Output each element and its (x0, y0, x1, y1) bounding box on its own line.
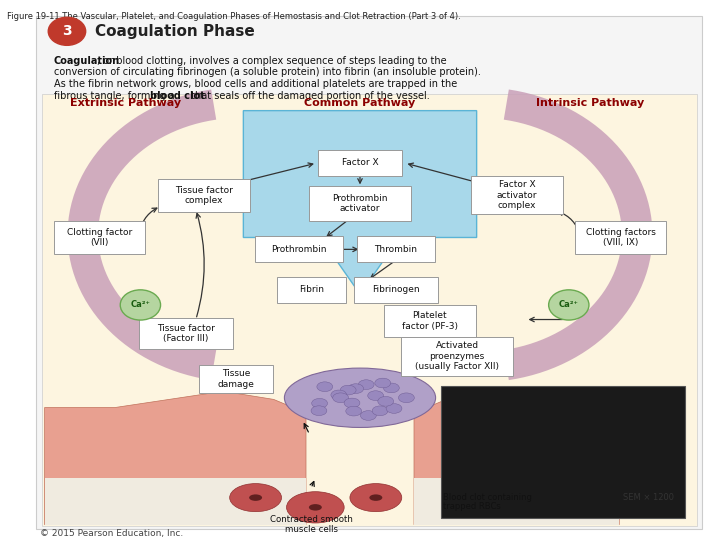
Polygon shape (414, 392, 619, 525)
Ellipse shape (284, 368, 436, 428)
Ellipse shape (287, 492, 344, 523)
Polygon shape (243, 111, 477, 294)
Text: trapped RBCs: trapped RBCs (443, 502, 500, 511)
Ellipse shape (384, 383, 400, 393)
Text: Tissue factor
complex: Tissue factor complex (175, 186, 233, 205)
FancyBboxPatch shape (308, 186, 412, 221)
Ellipse shape (346, 406, 361, 416)
Text: conversion of circulating fibrinogen (a soluble protein) into fibrin (an insolub: conversion of circulating fibrinogen (a … (54, 68, 481, 77)
FancyBboxPatch shape (199, 364, 274, 393)
Text: Contracted smooth
muscle cells: Contracted smooth muscle cells (269, 515, 353, 534)
FancyBboxPatch shape (471, 177, 563, 214)
Text: Common Pathway: Common Pathway (305, 98, 415, 107)
Ellipse shape (350, 484, 402, 512)
FancyBboxPatch shape (401, 336, 513, 376)
Ellipse shape (378, 396, 394, 406)
Ellipse shape (341, 385, 356, 395)
Text: Coagulation Phase: Coagulation Phase (95, 24, 255, 39)
FancyBboxPatch shape (42, 94, 697, 526)
FancyBboxPatch shape (575, 221, 666, 254)
Text: Tissue factor
(Factor III): Tissue factor (Factor III) (157, 324, 215, 343)
Text: fibrous tangle, forming a: fibrous tangle, forming a (54, 91, 178, 101)
FancyBboxPatch shape (158, 179, 250, 212)
Ellipse shape (386, 403, 402, 413)
Text: Factor X
activator
complex: Factor X activator complex (497, 180, 537, 210)
FancyBboxPatch shape (357, 237, 435, 262)
Text: Prothrombin
activator: Prothrombin activator (332, 194, 388, 213)
Polygon shape (45, 478, 306, 525)
Circle shape (120, 290, 161, 320)
Text: Thrombin: Thrombin (374, 245, 418, 254)
Text: As the fibrin network grows, blood cells and additional platelets are trapped in: As the fibrin network grows, blood cells… (54, 79, 457, 89)
Ellipse shape (359, 380, 374, 389)
Text: Activated
proenzymes
(usually Factor XII): Activated proenzymes (usually Factor XII… (415, 341, 499, 371)
Text: SEM × 1200: SEM × 1200 (623, 493, 674, 502)
Ellipse shape (317, 382, 333, 392)
Text: Ca²⁺: Ca²⁺ (130, 300, 150, 309)
Text: Coagulation: Coagulation (54, 56, 120, 65)
FancyBboxPatch shape (441, 386, 685, 518)
Text: Fibrinogen: Fibrinogen (372, 285, 420, 294)
Ellipse shape (309, 504, 322, 511)
Text: Figure 19-11 The Vascular, Platelet, and Coagulation Phases of Hemostasis and Cl: Figure 19-11 The Vascular, Platelet, and… (7, 12, 461, 21)
Ellipse shape (375, 378, 391, 388)
Circle shape (48, 17, 86, 45)
Text: Fibrin: Fibrin (300, 285, 324, 294)
FancyBboxPatch shape (354, 277, 438, 303)
Ellipse shape (331, 390, 347, 400)
FancyBboxPatch shape (139, 318, 233, 349)
Ellipse shape (372, 406, 388, 416)
Ellipse shape (333, 393, 348, 403)
FancyBboxPatch shape (36, 16, 702, 529)
Ellipse shape (344, 398, 360, 408)
Text: , or blood clotting, involves a complex sequence of steps leading to the: , or blood clotting, involves a complex … (97, 56, 447, 65)
FancyBboxPatch shape (318, 150, 402, 177)
Text: that seals off the damaged portion of the vessel.: that seals off the damaged portion of th… (188, 91, 430, 101)
Ellipse shape (398, 393, 414, 403)
Ellipse shape (368, 391, 384, 401)
FancyBboxPatch shape (277, 277, 346, 303)
Text: Blood clot containing: Blood clot containing (443, 493, 531, 502)
Ellipse shape (361, 410, 377, 420)
Text: Tissue
damage: Tissue damage (217, 369, 255, 389)
FancyBboxPatch shape (384, 306, 476, 337)
Polygon shape (45, 392, 306, 525)
Text: 3: 3 (62, 24, 72, 38)
Text: Platelet
factor (PF-3): Platelet factor (PF-3) (402, 312, 458, 331)
Text: Extrinsic Pathway: Extrinsic Pathway (71, 98, 181, 107)
Ellipse shape (369, 495, 382, 501)
Ellipse shape (311, 406, 327, 416)
Text: Clotting factors
(VIII, IX): Clotting factors (VIII, IX) (585, 228, 656, 247)
Ellipse shape (312, 399, 328, 408)
FancyBboxPatch shape (255, 237, 343, 262)
Text: Prothrombin: Prothrombin (271, 245, 327, 254)
Polygon shape (414, 478, 619, 525)
Ellipse shape (230, 484, 282, 512)
Ellipse shape (249, 495, 262, 501)
Text: blood clot: blood clot (150, 91, 205, 101)
Text: Ca²⁺: Ca²⁺ (559, 300, 579, 309)
Text: © 2015 Pearson Education, Inc.: © 2015 Pearson Education, Inc. (40, 529, 183, 538)
Ellipse shape (348, 384, 364, 394)
Circle shape (549, 290, 589, 320)
Text: Clotting factor
(VII): Clotting factor (VII) (67, 228, 132, 247)
Text: Intrinsic Pathway: Intrinsic Pathway (536, 98, 644, 107)
FancyBboxPatch shape (54, 221, 145, 254)
Text: Factor X: Factor X (342, 159, 378, 167)
